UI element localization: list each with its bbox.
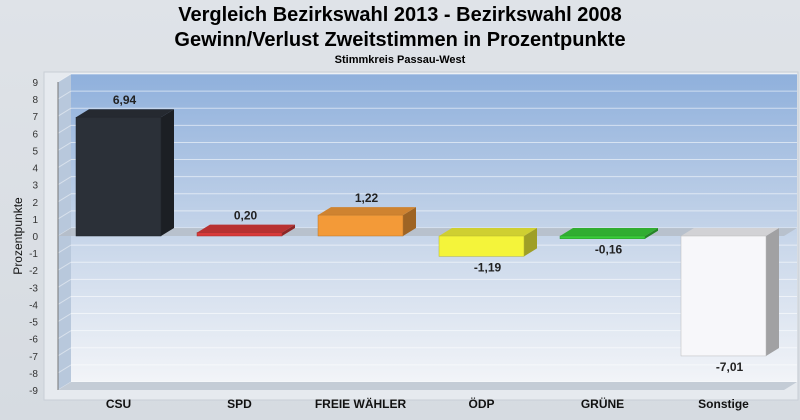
y-tick-label: 4 — [32, 164, 38, 175]
y-tick-label: 0 — [32, 232, 38, 243]
bar-side — [282, 224, 295, 236]
gridline-side — [57, 347, 72, 357]
y-tick-label: 9 — [32, 78, 38, 89]
category-label: ÖDP — [468, 396, 494, 411]
y-tick-label: -2 — [29, 266, 38, 277]
y-tick-label: -3 — [29, 283, 38, 294]
value-label: -7,01 — [716, 360, 744, 374]
bar-csu — [75, 116, 162, 237]
gridline-side — [57, 124, 72, 134]
y-tick-label: 7 — [32, 112, 38, 123]
value-label: 6,94 — [113, 93, 137, 107]
gridline-side — [57, 296, 72, 305]
gridline-side — [57, 90, 72, 100]
bar-top — [560, 228, 658, 236]
y-tick-label: 6 — [32, 129, 38, 140]
bar-top — [76, 109, 174, 118]
bar-freie-w-hler — [317, 214, 404, 237]
gridline-side — [57, 142, 72, 151]
gridline-side — [57, 159, 72, 168]
y-tick-label: 5 — [32, 146, 38, 157]
bar-sonstige — [680, 235, 767, 357]
plot-floor — [58, 382, 797, 390]
category-label: FREIE WÄHLER — [315, 396, 407, 411]
chart-title: Vergleich Bezirkswahl 2013 - Bezirkswahl… — [178, 4, 622, 26]
chart-annotation: Stimmkreis Passau-West — [334, 54, 466, 66]
value-label: 0,20 — [234, 209, 258, 223]
gridline-side — [57, 210, 72, 220]
gridline-side — [57, 176, 72, 186]
gridline-side — [57, 107, 72, 117]
gridline-side — [57, 313, 72, 322]
y-tick-label: -6 — [29, 335, 38, 346]
y-tick-label: 8 — [32, 95, 38, 106]
y-tick-label: -9 — [29, 386, 38, 397]
y-tick-label: -7 — [29, 352, 38, 363]
y-tick-label: -8 — [29, 369, 38, 380]
category-label: CSU — [106, 397, 131, 411]
value-label: 1,22 — [355, 191, 379, 205]
category-label: GRÜNE — [581, 396, 624, 411]
bar-top — [439, 228, 537, 236]
chart-subtitle: Gewinn/Verlust Zweitstimmen in Prozentpu… — [174, 29, 626, 51]
y-tick-label: -1 — [29, 249, 38, 260]
bar-side — [766, 228, 779, 356]
y-tick-label: 3 — [32, 181, 38, 192]
gridline-side — [57, 364, 72, 374]
bar-top — [681, 228, 779, 236]
value-label: -0,16 — [595, 243, 623, 257]
gridline-side — [57, 193, 72, 203]
bar-gr-ne — [559, 235, 646, 239]
bar--dp — [438, 235, 525, 257]
bar-spd — [196, 232, 283, 237]
bar-side — [403, 207, 416, 236]
category-label: Sonstige — [698, 397, 749, 411]
bar-side — [524, 228, 537, 257]
category-label: SPD — [227, 397, 252, 411]
value-label: -1,19 — [474, 260, 502, 274]
gridline-side — [57, 261, 72, 271]
y-axis-label: Prozentpunkte — [11, 197, 25, 275]
bar-top — [197, 224, 295, 233]
bar-top — [318, 207, 416, 216]
y-tick-label: -4 — [29, 300, 38, 311]
gridline-side — [57, 73, 72, 83]
gridline-side — [57, 330, 72, 340]
y-tick-label: 2 — [32, 198, 38, 209]
y-tick-label: 1 — [32, 215, 38, 226]
bar-side — [161, 109, 174, 236]
bar-side — [645, 228, 658, 239]
gridline-side — [57, 244, 72, 254]
y-tick-label: -5 — [29, 318, 38, 329]
gridline-side — [57, 278, 72, 288]
